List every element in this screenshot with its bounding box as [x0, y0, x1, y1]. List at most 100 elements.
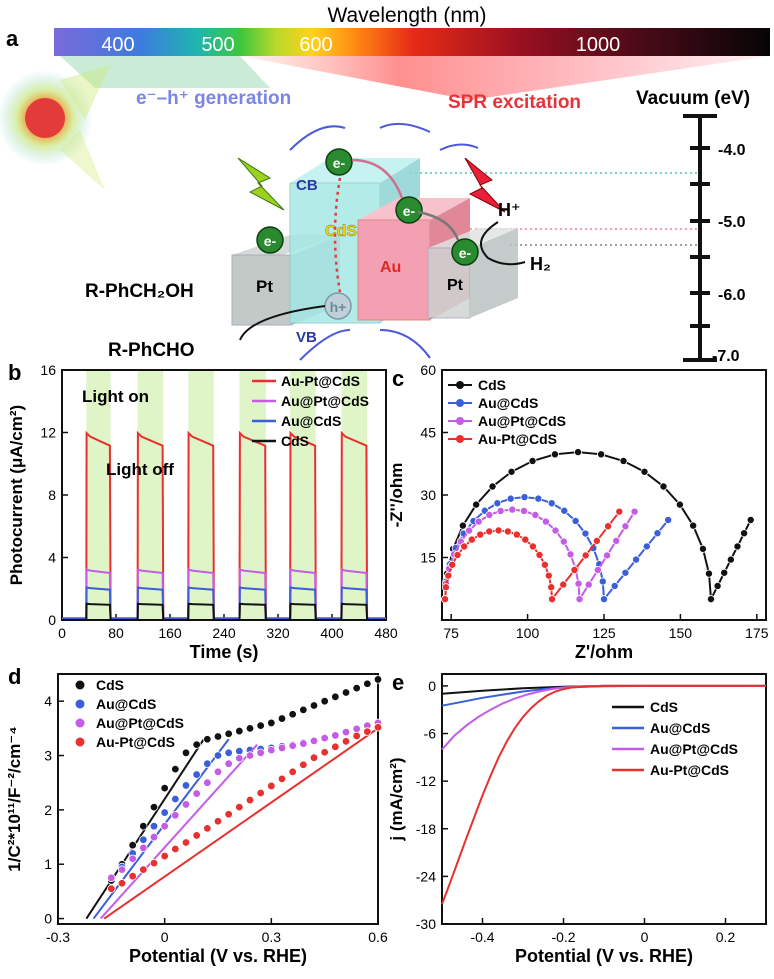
data-point-au-pt-cds — [574, 579, 583, 588]
y-tick-label: 8 — [48, 487, 56, 503]
chart-b: 0 80 160 240 320 400 480 0 4 8 12 16 Time (s) Photocu… — [7, 362, 398, 662]
electron-au-label: e- — [403, 203, 416, 219]
x-axis-label: Potential (V vs. RHE) — [515, 946, 693, 966]
legend-label-au-pt-cds: Au-Pt@CdS — [478, 431, 557, 447]
eh-generation-beam — [60, 56, 270, 88]
data-point-cds — [698, 544, 707, 553]
x-axis-label: Potential (V vs. RHE) — [129, 946, 307, 966]
data-point-cds — [720, 568, 729, 577]
light-on-band — [137, 371, 164, 619]
data-point-cds — [746, 516, 755, 525]
data-point-au-pt-cds — [467, 535, 476, 544]
data-point-au-pt-cds — [139, 843, 148, 853]
legend-label-au-pt-cds: Au@Pt@CdS — [650, 741, 738, 757]
x-tick-label: 320 — [266, 625, 290, 641]
hole-vb: h+ — [324, 292, 352, 320]
spr-excitation-label: SPR excitation — [448, 92, 581, 113]
legend-label-cds: CdS — [96, 677, 124, 693]
series-line-au-pt-cds — [441, 684, 766, 751]
light-on-band — [188, 371, 214, 619]
excitation-arrow — [333, 177, 342, 293]
legend-swatch-au-pt-cds — [456, 417, 464, 425]
y-tick-label: 4 — [44, 693, 52, 709]
data-point-cds — [740, 529, 749, 538]
data-point-cds — [706, 595, 715, 604]
y-tick-label: 30 — [420, 487, 436, 503]
data-point-au-cds — [598, 577, 607, 586]
data-point-cds — [245, 724, 255, 733]
data-point-au-pt-cds — [363, 727, 372, 736]
data-point-au-cds — [160, 808, 169, 817]
data-point-cds — [689, 521, 698, 530]
data-point-cds — [659, 482, 668, 491]
x-tick-label: 75 — [443, 625, 459, 641]
legend-label-cds: CdS — [281, 433, 309, 449]
data-point-au-pt-cds — [171, 811, 180, 820]
y-tick-label: -18 — [416, 821, 436, 837]
y-tick-label: 2 — [44, 802, 52, 818]
data-point-au-pt-cds — [541, 517, 550, 526]
fit-line-au-pt-cds — [99, 743, 258, 920]
x-axis-label: Time (s) — [190, 642, 259, 662]
data-point-cds — [192, 740, 201, 749]
electron-cb-label: e- — [333, 155, 346, 171]
wavelength-tick-1000: 1000 — [576, 34, 621, 56]
fit-line-au-cds — [92, 738, 230, 920]
vacuum-scale-title: Vacuum (eV) — [636, 88, 750, 109]
legend-label-au-cds: Au@CdS — [478, 395, 538, 411]
data-point-au-pt-cds — [508, 505, 517, 514]
data-point-au-pt-cds — [584, 580, 593, 589]
data-point-au-pt-cds — [181, 800, 191, 809]
data-point-au-pt-cds — [551, 526, 560, 535]
data-point-au-pt-cds — [592, 536, 601, 545]
data-point-au-pt-cds — [630, 507, 639, 516]
data-point-au-pt-cds — [485, 510, 494, 519]
y-tick-label: 15 — [420, 550, 436, 566]
light-on-band — [341, 371, 368, 619]
data-point-au-pt-cds — [448, 560, 457, 569]
legend-d: CdS Au@CdS Au@Pt@CdS Au-Pt@CdS — [75, 677, 184, 750]
data-point-au-pt-cds — [531, 510, 540, 519]
y-tick-label: -12 — [416, 773, 436, 789]
legend-label-au-cds: Au@CdS — [96, 696, 156, 712]
x-tick-label: 175 — [745, 625, 769, 641]
legend-b: Au-Pt@CdS Au@Pt@CdS Au@CdS CdS — [252, 373, 369, 449]
data-point-au-pt-cds — [299, 760, 308, 769]
data-point-au-pt-cds — [612, 536, 621, 545]
data-point-au-pt-cds — [540, 560, 549, 569]
x-tick-label: 150 — [669, 625, 693, 641]
data-point-au-pt-cds — [235, 754, 244, 763]
data-point-au-pt-cds — [519, 506, 528, 515]
data-point-cds — [235, 726, 244, 736]
data-point-au-pt-cds — [117, 879, 127, 888]
electron-pt-left-label: e- — [264, 233, 277, 249]
data-point-au-pt-cds — [107, 884, 116, 893]
data-point-au-pt-cds — [267, 781, 276, 791]
x-tick-label: -0.4 — [470, 929, 494, 945]
data-point-au-pt-cds — [460, 542, 469, 551]
data-point-au-cds — [171, 794, 180, 804]
wavelength-tick-400: 400 — [101, 34, 134, 56]
data-point-au-pt-cds — [107, 873, 116, 883]
series-line-cds — [444, 451, 752, 603]
data-point-cds — [704, 569, 713, 578]
data-point-au-pt-cds — [615, 507, 624, 516]
eh-generation-label: e⁻–h⁺ generation — [136, 88, 291, 109]
data-point-au-pt-cds — [465, 526, 474, 535]
product-label: R-PhCHO — [108, 340, 195, 361]
legend-label-cds: CdS — [650, 699, 678, 715]
data-point-au-pt-cds — [192, 789, 201, 798]
data-point-au-cds — [520, 493, 529, 502]
legend-c: CdS Au@CdS Au@Pt@CdS Au-Pt@CdS — [448, 377, 566, 447]
electron-au: e- — [395, 196, 423, 224]
data-point-au-pt-cds — [288, 767, 297, 777]
data-point-au-pt-cds — [352, 731, 361, 741]
panel-label-c: c — [392, 366, 404, 391]
y-tick-label: 0 — [48, 612, 56, 628]
data-point-au-pt-cds — [139, 865, 148, 874]
data-point-cds — [203, 735, 212, 744]
y-tick-label: 4 — [48, 550, 56, 566]
lightning-bolt-icon — [237, 157, 285, 211]
